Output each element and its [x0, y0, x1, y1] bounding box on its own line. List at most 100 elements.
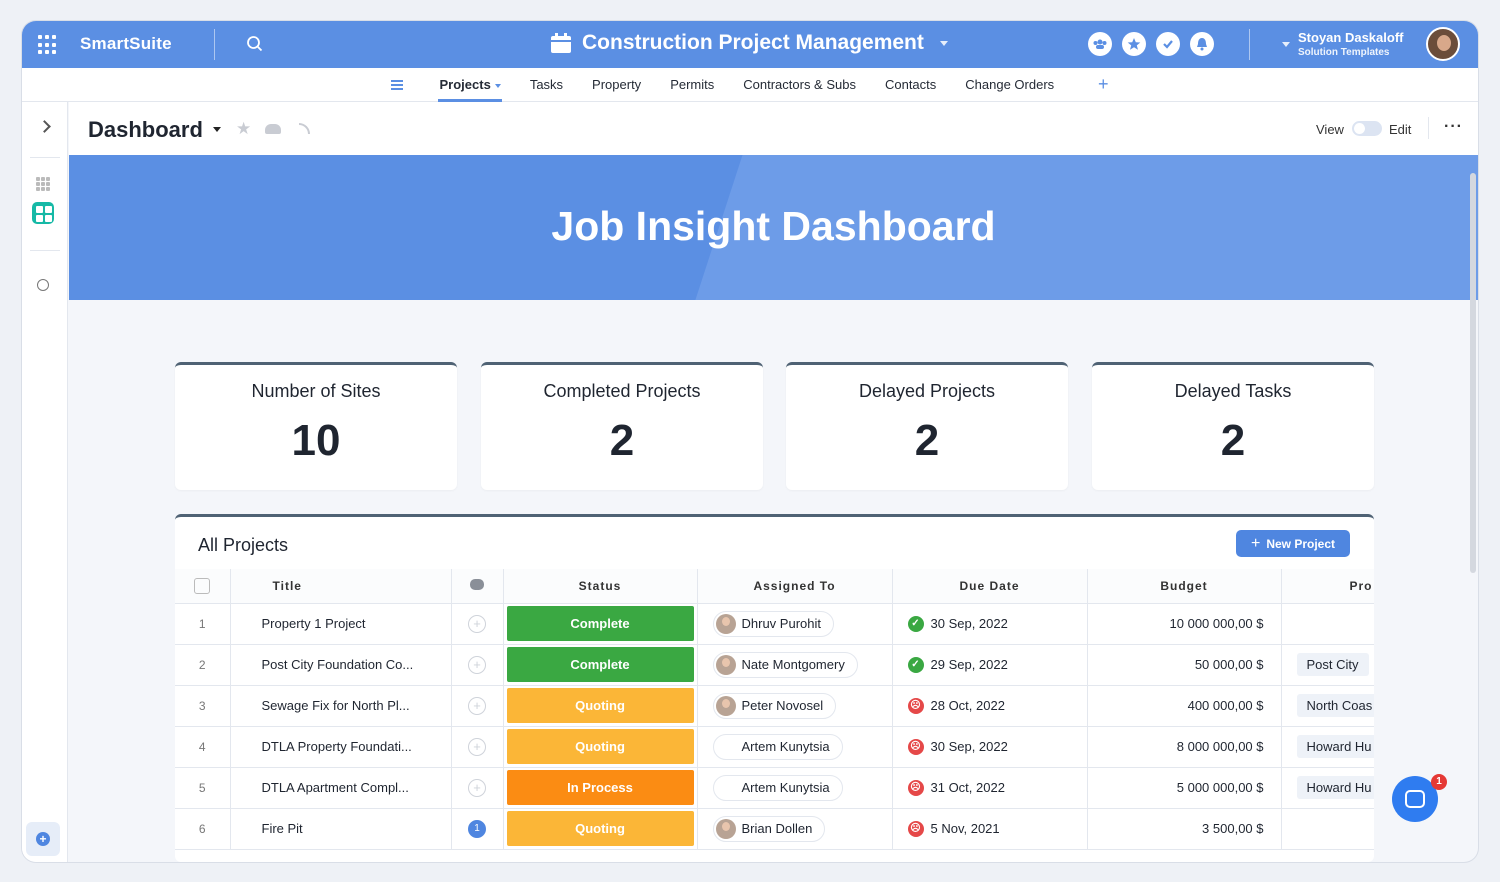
due-date-cell[interactable]: ☹ 28 Oct, 2022	[892, 685, 1088, 727]
add-comment-icon[interactable]: +	[468, 614, 486, 633]
add-comment-icon[interactable]: +	[468, 778, 486, 797]
assignee-chip[interactable]: Artem Kunytsia	[712, 774, 843, 801]
add-tab-button[interactable]: +	[1098, 74, 1109, 94]
favorite-star-icon[interactable]: ★	[236, 119, 252, 138]
property-cell[interactable]	[1281, 808, 1374, 850]
assigned-cell[interactable]: Nate Montgomery	[697, 644, 893, 686]
property-chip[interactable]: North Coas	[1296, 694, 1374, 717]
comments-cell[interactable]: +	[451, 603, 504, 645]
chevron-down-icon[interactable]	[494, 83, 501, 88]
property-cell[interactable]: Howard Hu	[1281, 726, 1374, 768]
property-chip[interactable]: Howard Hu	[1296, 776, 1374, 799]
column-header-budget[interactable]: Budget	[1087, 569, 1282, 604]
budget-cell[interactable]: 400 000,00 $	[1087, 685, 1282, 727]
status-cell[interactable]: Quoting	[503, 726, 698, 768]
table-row[interactable]: 6 Fire Pit 1 Quoting Brian Dollen ☹ 5 Nov, 202…	[175, 808, 1374, 850]
property-cell[interactable]: North Coas	[1281, 685, 1374, 727]
tab-change-orders[interactable]: Change Orders	[951, 68, 1069, 102]
project-title[interactable]: Property 1 Project	[230, 603, 452, 645]
project-title[interactable]: Post City Foundation Co...	[230, 644, 452, 686]
user-info[interactable]: Stoyan Daskaloff Solution Templates	[1298, 30, 1403, 60]
status-cell[interactable]: In Process	[503, 767, 698, 809]
assigned-cell[interactable]: Brian Dollen	[697, 808, 893, 850]
table-row[interactable]: 2 Post City Foundation Co... + Complete Nate…	[175, 644, 1374, 686]
solution-title[interactable]: Construction Project Management	[550, 31, 948, 55]
table-row[interactable]: 4 DTLA Property Foundati... + Quoting Artem …	[175, 726, 1374, 768]
tab-tasks[interactable]: Tasks	[515, 68, 577, 102]
tab-contractors-subs[interactable]: Contractors & Subs	[729, 68, 871, 102]
comments-cell[interactable]: +	[451, 767, 504, 809]
due-date-cell[interactable]: ☹ 5 Nov, 2021	[892, 808, 1088, 850]
support-chat-button[interactable]	[1392, 776, 1438, 822]
tab-property[interactable]: Property	[578, 68, 656, 102]
assignee-chip[interactable]: Dhruv Purohit	[712, 610, 834, 637]
column-header-status[interactable]: Status	[503, 569, 698, 604]
tab-projects[interactable]: Projects	[425, 68, 515, 102]
status-badge[interactable]: In Process	[506, 770, 694, 805]
share-users-icon[interactable]	[265, 124, 281, 134]
table-row[interactable]: 5 DTLA Apartment Compl... + In Process Artem…	[175, 767, 1374, 809]
column-header-comments[interactable]	[451, 569, 504, 604]
add-view-button[interactable]: +	[26, 822, 60, 856]
status-cell[interactable]: Quoting	[503, 685, 698, 727]
due-date-cell[interactable]: ☹ 30 Sep, 2022	[892, 726, 1088, 768]
due-date-cell[interactable]: ✓ 29 Sep, 2022	[892, 644, 1088, 686]
property-cell[interactable]: Post City	[1281, 644, 1374, 686]
comments-cell[interactable]: +	[451, 726, 504, 768]
apps-grid-icon[interactable]	[38, 35, 58, 55]
assignee-chip[interactable]: Artem Kunytsia	[712, 733, 843, 760]
scrollbar[interactable]	[1470, 173, 1476, 573]
assignee-chip[interactable]: Brian Dollen	[712, 815, 826, 842]
member-icon[interactable]	[37, 279, 49, 291]
budget-cell[interactable]: 10 000 000,00 $	[1087, 603, 1282, 645]
user-menu-chevron-icon[interactable]	[1282, 42, 1290, 47]
status-badge[interactable]: Complete	[506, 647, 694, 682]
add-comment-icon[interactable]: +	[468, 696, 486, 715]
due-date-cell[interactable]: ☹ 31 Oct, 2022	[892, 767, 1088, 809]
tab-contacts[interactable]: Contacts	[870, 68, 950, 102]
add-comment-icon[interactable]: +	[468, 655, 486, 674]
expand-sidebar-icon[interactable]	[38, 120, 51, 133]
table-row[interactable]: 3 Sewage Fix for North Pl... + Quoting Peter…	[175, 685, 1374, 727]
check-icon[interactable]	[1156, 32, 1180, 56]
project-title[interactable]: DTLA Property Foundati...	[230, 726, 452, 768]
view-edit-toggle[interactable]	[1352, 121, 1382, 136]
assignee-chip[interactable]: Peter Novosel	[712, 692, 837, 719]
page-title[interactable]: Dashboard	[88, 117, 203, 142]
project-title[interactable]: Sewage Fix for North Pl...	[230, 685, 452, 727]
property-chip[interactable]: Howard Hu	[1296, 735, 1374, 758]
assignee-chip[interactable]: Nate Montgomery	[712, 651, 858, 678]
project-title[interactable]: Fire Pit	[230, 808, 452, 850]
assigned-cell[interactable]: Artem Kunytsia	[697, 726, 893, 768]
status-badge[interactable]: Quoting	[506, 729, 694, 764]
chevron-down-icon[interactable]	[213, 127, 221, 132]
bell-icon[interactable]	[1190, 32, 1214, 56]
records-grid-icon[interactable]	[36, 177, 50, 191]
budget-cell[interactable]: 50 000,00 $	[1087, 644, 1282, 686]
budget-cell[interactable]: 5 000 000,00 $	[1087, 767, 1282, 809]
new-project-button[interactable]: + New Project	[1236, 530, 1350, 557]
search-icon[interactable]	[246, 35, 264, 53]
project-title[interactable]: DTLA Apartment Compl...	[230, 767, 452, 809]
avatar[interactable]	[1426, 27, 1460, 61]
chevron-down-icon[interactable]	[939, 40, 948, 46]
status-cell[interactable]: Quoting	[503, 808, 698, 850]
due-date-cell[interactable]: ✓ 30 Sep, 2022	[892, 603, 1088, 645]
comment-count-badge[interactable]: 1	[468, 820, 486, 838]
dashboard-icon[interactable]	[32, 202, 54, 224]
property-chip[interactable]: Post City	[1296, 653, 1369, 676]
assigned-cell[interactable]: Dhruv Purohit	[697, 603, 893, 645]
column-header-title[interactable]: Title	[230, 569, 452, 604]
status-badge[interactable]: Complete	[506, 606, 694, 641]
budget-cell[interactable]: 8 000 000,00 $	[1087, 726, 1282, 768]
comments-cell[interactable]: 1	[451, 808, 504, 850]
comments-cell[interactable]: +	[451, 685, 504, 727]
budget-cell[interactable]: 3 500,00 $	[1087, 808, 1282, 850]
select-all-checkbox[interactable]	[194, 577, 211, 594]
column-header-assigned[interactable]: Assigned To	[697, 569, 893, 604]
brand-logo[interactable]: SmartSuite	[80, 34, 172, 53]
more-options-icon[interactable]: ···	[1444, 118, 1463, 135]
hamburger-menu-icon[interactable]	[391, 80, 403, 90]
assigned-cell[interactable]: Artem Kunytsia	[697, 767, 893, 809]
team-icon[interactable]	[1088, 32, 1112, 56]
